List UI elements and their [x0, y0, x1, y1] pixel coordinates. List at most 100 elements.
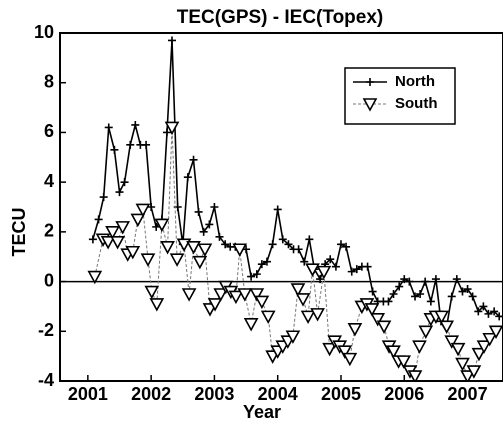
x-axis-label: Year — [243, 402, 281, 422]
data-point — [300, 310, 316, 325]
data-point — [482, 332, 498, 347]
data-point — [407, 370, 423, 381]
data-point — [268, 240, 277, 249]
data-point — [94, 215, 103, 224]
legend-label: South — [395, 95, 438, 112]
data-point — [363, 262, 372, 271]
data-point — [192, 255, 208, 270]
legend-marker — [366, 78, 374, 86]
data-point — [110, 236, 125, 250]
data-point — [164, 121, 180, 136]
x-tick-label: 2002 — [131, 384, 171, 404]
data-point — [87, 270, 103, 285]
data-point — [305, 263, 320, 277]
data-point — [278, 235, 287, 244]
data-point — [126, 140, 135, 149]
data-point — [237, 288, 253, 302]
data-point — [447, 292, 456, 301]
x-tick-label: 2005 — [321, 384, 361, 404]
data-point — [347, 267, 356, 276]
data-point — [400, 275, 409, 284]
data-point — [135, 203, 151, 218]
plot-frame — [59, 32, 503, 382]
data-point — [160, 240, 175, 255]
data-point — [183, 173, 192, 182]
data-point — [207, 298, 223, 312]
data-point — [194, 207, 203, 216]
data-point — [458, 287, 467, 296]
y-tick-label: 2 — [44, 221, 54, 241]
data-point — [326, 255, 335, 264]
data-point — [147, 203, 156, 211]
data-point — [347, 323, 363, 337]
data-point — [368, 287, 377, 296]
data-point — [154, 218, 170, 233]
data-point — [110, 145, 119, 154]
data-point — [389, 290, 398, 298]
data-point — [273, 205, 282, 214]
data-point — [342, 242, 351, 251]
x-tick-label: 2003 — [194, 384, 234, 404]
data-point — [450, 342, 466, 357]
y-tick-label: 4 — [44, 171, 54, 191]
data-point — [468, 292, 477, 301]
data-point — [418, 325, 434, 339]
data-point — [386, 345, 401, 359]
data-point — [152, 222, 161, 231]
data-point — [262, 257, 271, 266]
data-point — [99, 193, 108, 202]
y-tick-label: 0 — [44, 270, 54, 290]
data-point — [213, 288, 229, 302]
data-point — [115, 188, 124, 197]
data-point — [364, 303, 380, 317]
data-point — [342, 352, 358, 367]
data-point — [426, 297, 435, 306]
data-point — [295, 293, 311, 307]
data-point — [500, 315, 503, 318]
data-point — [181, 288, 197, 302]
x-tick-label: 2004 — [258, 384, 298, 404]
data-point — [285, 330, 301, 344]
data-point — [300, 257, 309, 266]
data-point — [405, 277, 414, 286]
data-point — [221, 240, 230, 249]
data-point — [186, 240, 201, 255]
data-point — [228, 290, 244, 305]
x-tick-label: 2007 — [448, 384, 488, 404]
y-tick-label: 8 — [44, 71, 54, 91]
data-point — [120, 178, 129, 187]
data-point — [104, 123, 113, 132]
data-point — [140, 253, 156, 267]
data-point — [336, 240, 345, 249]
data-point — [337, 345, 353, 359]
x-tick-label: 2001 — [68, 384, 108, 404]
data-point — [115, 221, 131, 235]
data-point — [210, 203, 219, 211]
data-point — [249, 288, 265, 302]
data-point — [460, 370, 475, 381]
data-point — [412, 340, 427, 354]
data-point — [131, 120, 140, 129]
data-point — [479, 302, 488, 311]
data-point — [310, 308, 325, 322]
data-point — [316, 265, 332, 280]
data-point — [243, 318, 259, 332]
data-point — [431, 275, 440, 284]
data-point — [490, 307, 499, 316]
legend-marker — [362, 98, 378, 112]
y-tick-label: -4 — [38, 370, 54, 390]
data-point — [444, 335, 460, 349]
y-tick-label: -2 — [38, 320, 54, 340]
data-point — [197, 243, 213, 257]
data-point — [488, 325, 503, 339]
data-point — [247, 272, 256, 281]
data-point — [284, 240, 293, 249]
data-point — [434, 310, 449, 325]
data-point — [189, 155, 198, 164]
data-point — [149, 298, 165, 312]
data-point — [144, 285, 160, 300]
data-point — [290, 283, 306, 297]
data-point — [395, 282, 404, 291]
data-point — [439, 320, 455, 334]
